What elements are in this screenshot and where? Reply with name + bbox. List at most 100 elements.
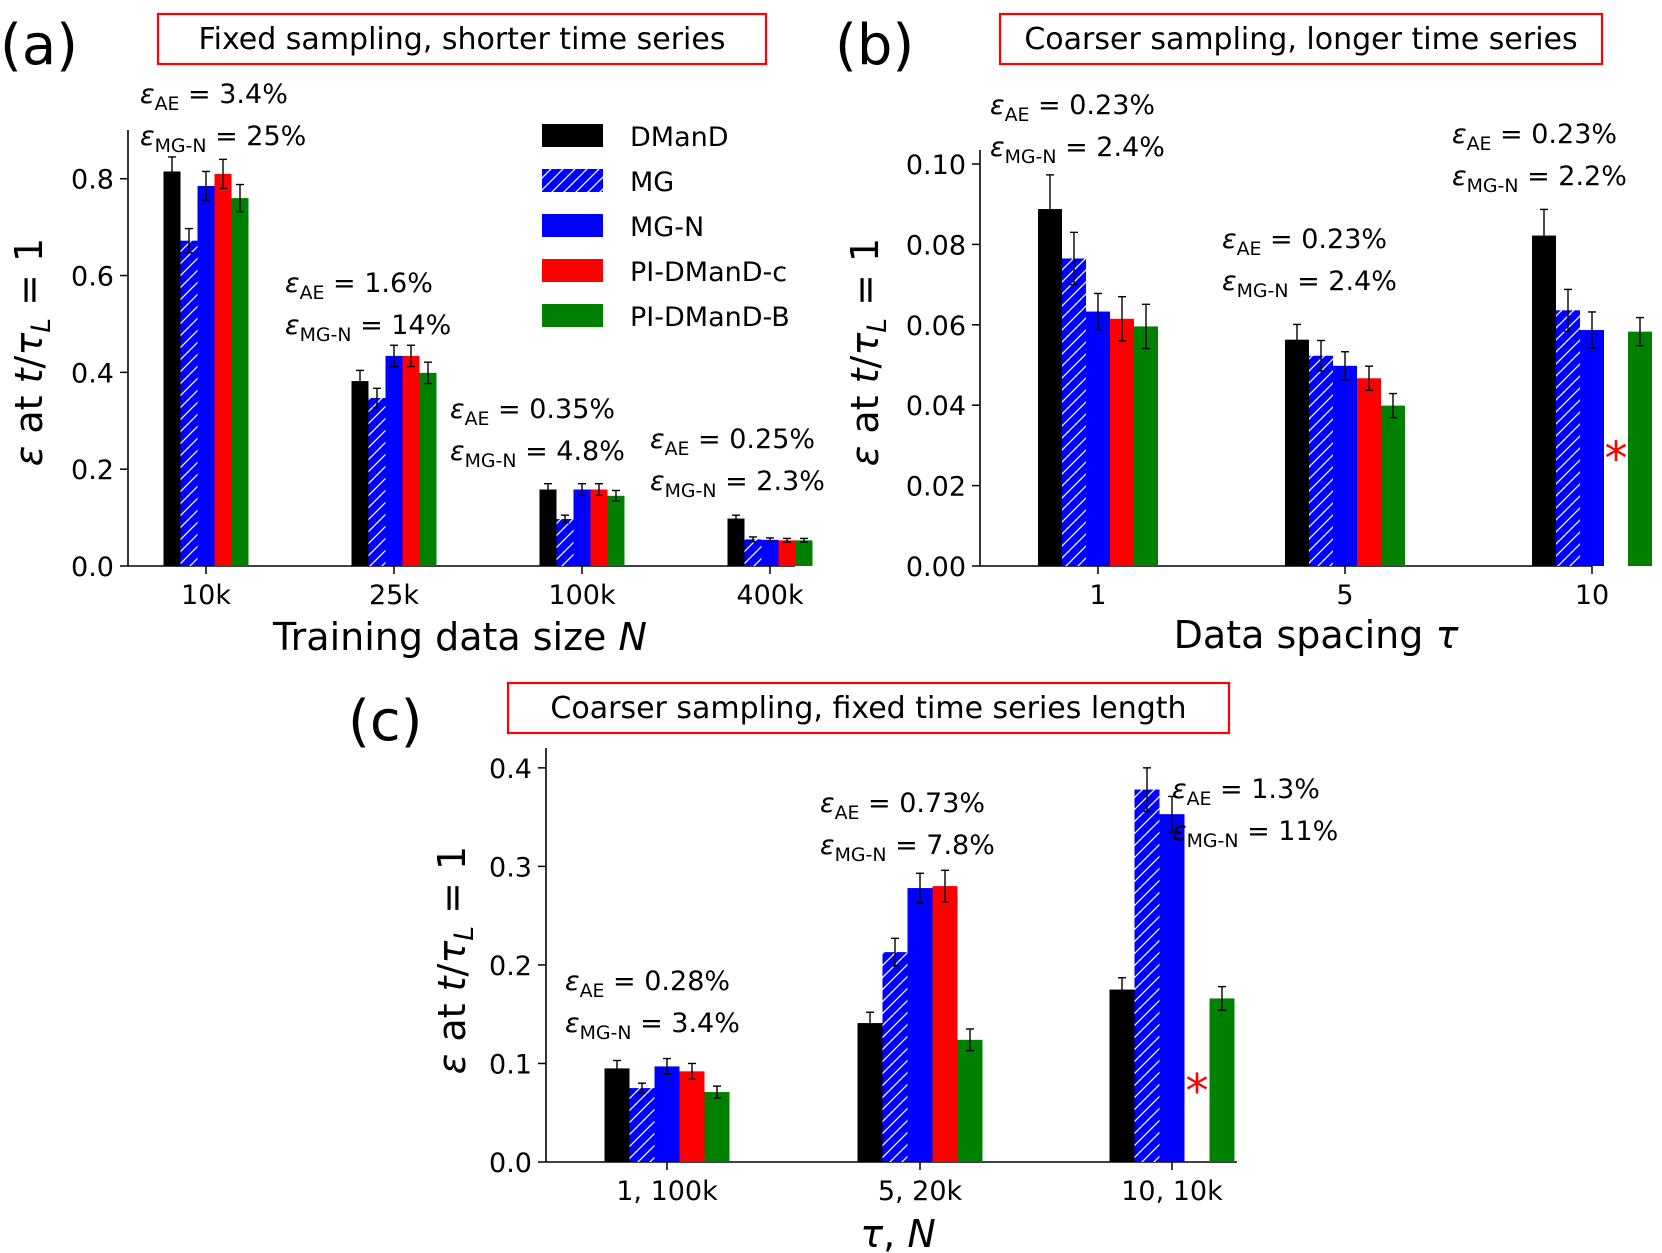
y-tick-label: 0.2 [489,951,532,982]
x-tick-label: 5 [1336,580,1353,611]
bar-mg-n [197,185,215,566]
bar-mg-n [907,888,933,1162]
bar-mg [744,539,762,566]
bar-dmand [351,381,369,566]
legend-item: DManD [542,122,729,153]
annotation-3: εAE = 0.25% εMG-N = 2.3% [650,424,825,502]
bar-dmand [1285,339,1309,566]
panel-title: Coarser sampling, longer time series [1024,22,1577,57]
y-tick-label: 0.8 [71,165,114,196]
bar-pi-dmand-c [402,355,420,566]
annotation-ae-text: εAE = 1.3% [1172,774,1320,810]
bar-dmand [539,489,557,566]
panel-title: Coarser sampling, fixed time series leng… [550,691,1186,726]
annotation-0: εAE = 0.23% εMG-N = 2.4% [990,90,1165,168]
legend-label: MG-N [630,212,704,243]
y-tick-label: 0.06 [906,311,966,342]
annotation-ae-text: εAE = 1.6% [285,268,433,304]
annotation-mgn-text: εMG-N = 11% [1172,816,1338,852]
bar-dmand [1038,209,1062,567]
bar-pi-dmand-b [231,198,249,566]
legend-swatch [542,304,603,327]
bar-pi-dmand-b [704,1092,730,1162]
bar-pi-dmand-c [1357,378,1381,566]
annotation-mgn-text: εMG-N = 2.4% [1222,266,1397,302]
bar-mg-n [1333,365,1357,566]
annotation-1: εAE = 1.6% εMG-N = 14% [285,268,451,346]
bar-pi-dmand-c [1110,318,1134,566]
annotation-ae-text: εAE = 0.23% [1222,224,1387,260]
annotation-ae-text: εAE = 0.23% [1452,119,1617,155]
x-axis-label: Training data size N [272,615,647,659]
bar-mg-n [654,1066,680,1162]
panel-c: 0.0 0.1 0.2 0.3 0.4 1, 100k 5, 20k 10, 10k * εAE … [348,681,1338,1253]
annotation-mgn-text: εMG-N = 2.2% [1452,161,1627,197]
x-tick-label: 1, 100k [616,1176,718,1207]
annotation-mgn-text: εMG-N = 4.8% [450,436,625,472]
panel-letter: (c) [348,689,422,754]
bar-pi-dmand-b [1628,331,1652,566]
bar-mg [1134,789,1160,1162]
panel-b: 0.00 0.02 0.04 0.06 0.08 0.10 1 5 10 * εAE = 0.23%… [835,12,1652,657]
bar-pi-dmand-c [214,173,232,567]
bar-mg-n [1159,814,1185,1162]
y-tick-label: 0.00 [906,552,966,583]
missing-star-marker: * [1186,1064,1209,1118]
bar-dmand [1109,989,1135,1162]
y-tick-label: 0.4 [71,358,114,389]
legend-swatch [542,259,603,282]
legend-swatch [542,124,603,147]
x-tick-label: 5, 20k [878,1176,963,1207]
y-axis-label: ε at t/τL = 1 [7,238,57,467]
title-frame [998,12,1604,66]
bar-mg-n [1086,311,1110,566]
x-tick-label: 10 [1575,580,1609,611]
legend-label: PI-DManD-c [630,257,787,288]
bar-pi-dmand-c [778,540,796,566]
annotation-mgn-text: εMG-N = 14% [285,310,451,346]
y-tick-label: 0.4 [489,754,532,785]
annotation-0: εAE = 0.28% εMG-N = 3.4% [565,966,740,1044]
bar-pi-dmand-b [1134,326,1158,566]
bar-dmand [727,518,745,566]
bar-pi-dmand-b [957,1039,983,1162]
bar-pi-dmand-b [419,372,437,566]
bar-mg [882,952,908,1162]
y-tick-label: 0.6 [71,262,114,293]
x-tick-label: 1 [1089,580,1106,611]
bar-mg [556,519,574,566]
bar-mg-n [573,489,591,566]
annotation-ae-text: εAE = 0.35% [450,394,615,430]
annotation-2: εAE = 0.35% εMG-N = 4.8% [450,394,625,472]
x-tick-label: 25k [369,580,419,611]
x-tick-label: 400k [736,580,804,611]
legend-label: MG [630,167,674,198]
y-tick-label: 0.1 [489,1049,532,1080]
annotation-mgn-text: εMG-N = 2.3% [650,466,825,502]
x-axis-label: Data spacing τ [1174,613,1460,657]
bar-pi-dmand-c [590,489,608,566]
y-tick-label: 0.10 [906,150,966,181]
title-frame [156,12,768,66]
x-tick-label: 100k [548,580,616,611]
annotation-ae-text: εAE = 0.23% [990,90,1155,126]
y-tick-label: 0.0 [71,552,114,583]
bar-pi-dmand-b [795,540,813,566]
legend-swatch [542,169,603,192]
title-frame [506,681,1231,735]
annotation-mgn-text: εMG-N = 7.8% [820,830,995,866]
bar-mg [629,1088,655,1162]
legend-item: MG [542,167,674,198]
legend: DManD MG MG-N PI-DManD-c PI-DManD-B [542,122,790,333]
bar-pi-dmand-c [932,886,958,1162]
annotation-ae-text: εAE = 3.4% [140,79,288,115]
bar-dmand [857,1023,883,1162]
annotation-mgn-text: εMG-N = 2.4% [990,132,1165,168]
panel-letter: (b) [835,13,914,78]
bar-mg-n [1580,330,1604,566]
bar-mg [1062,258,1086,566]
y-axis-label: ε at t/τL = 1 [430,846,480,1075]
x-axis-label: τ, N [860,1212,936,1253]
bar-pi-dmand-b [1209,998,1235,1162]
